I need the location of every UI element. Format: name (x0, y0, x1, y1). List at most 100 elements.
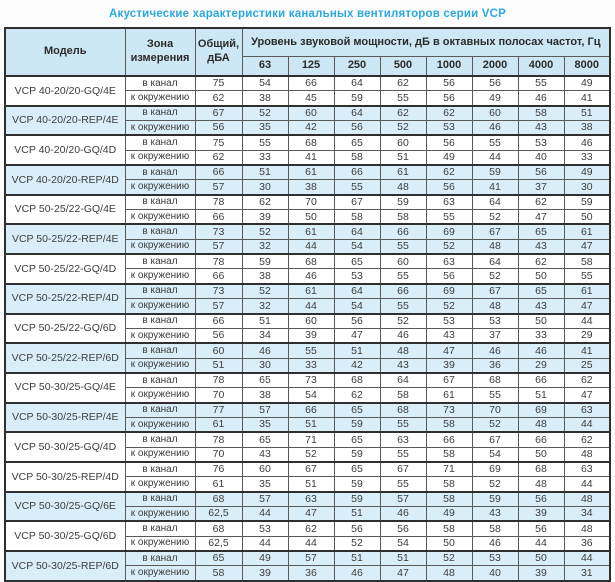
total-dba-value: 56 (194, 120, 243, 136)
spl-value: 67 (471, 431, 519, 448)
spl-value: 47 (563, 298, 611, 314)
total-dba-value: 61 (194, 476, 243, 493)
total-dba-value: 78 (194, 431, 243, 448)
spl-value: 49 (425, 505, 473, 522)
spl-value: 46 (379, 505, 427, 522)
model-name: VCP 50-30/25-GQ/6E (4, 490, 126, 522)
spl-value: 50 (287, 209, 335, 225)
spl-value: 53 (425, 120, 473, 136)
spl-value: 43 (517, 238, 565, 255)
spl-value: 71 (287, 431, 335, 448)
table-row: к окружению 57 32 44 54 55 52 48 43 47 (5, 238, 611, 255)
spl-value: 29 (517, 357, 565, 374)
spl-value: 65 (517, 282, 565, 300)
spl-value: 60 (379, 253, 427, 270)
page-title: Акустические характеристики канальных ве… (108, 8, 507, 20)
spl-value: 58 (333, 209, 381, 225)
spl-value: 50 (563, 209, 611, 225)
spl-value: 57 (241, 490, 289, 507)
model-name: VCP 40-20/20-GQ/4D (4, 134, 126, 166)
spl-value: 55 (333, 179, 381, 196)
table-row: к окружению 57 30 38 55 48 56 41 37 30 (5, 179, 611, 196)
total-dba-value: 62,5 (194, 505, 243, 522)
spl-value: 41 (471, 179, 519, 196)
model-name: VCP 50-30/25-GQ/4D (4, 431, 126, 463)
total-dba-value: 70 (194, 387, 243, 404)
table-row: VCP 50-30/25-REP/4D в канал 76 60 67 65 67 71 69… (4, 460, 611, 493)
spl-value: 65 (517, 223, 565, 240)
spl-value: 30 (563, 179, 611, 196)
spl-value: 53 (241, 520, 289, 537)
spl-value: 69 (425, 223, 473, 240)
zone-label: в канал (124, 134, 196, 151)
spl-value: 60 (287, 312, 335, 329)
model-name: VCP 50-25/22-GQ/6D (4, 312, 126, 344)
spl-value: 45 (287, 90, 335, 107)
spl-value: 63 (563, 460, 611, 478)
spl-value: 62 (379, 104, 427, 122)
spl-value: 60 (287, 104, 335, 122)
spl-value: 57 (379, 490, 427, 507)
spl-value: 73 (425, 401, 473, 418)
spl-value: 68 (379, 401, 427, 418)
spl-value: 56 (517, 490, 565, 507)
model-name: VCP 50-25/22-GQ/4E (4, 193, 126, 225)
spl-value: 60 (379, 134, 427, 151)
table-row: VCP 50-30/25-GQ/4D в канал 78 65 71 65 63 66 67 6… (4, 431, 611, 463)
spl-value: 56 (333, 520, 381, 537)
zone-label: к окружению (124, 416, 196, 433)
spl-value: 52 (425, 298, 473, 314)
col-header-total-dba: Общий, дБА (194, 27, 243, 77)
spl-value: 53 (517, 134, 565, 151)
spl-value: 46 (563, 134, 611, 151)
spl-value: 61 (379, 164, 427, 181)
header-row-main: Модель Зона измерения Общий, дБА Уровень… (4, 27, 611, 77)
spl-value: 49 (471, 90, 519, 107)
spl-value: 36 (287, 565, 335, 582)
zone-label: в канал (124, 282, 196, 300)
freq-header-125: 125 (287, 56, 335, 77)
spl-value: 58 (471, 520, 519, 537)
zone-label: в канал (124, 490, 196, 507)
spl-value: 54 (287, 387, 335, 404)
spl-value: 32 (241, 298, 289, 314)
spl-value: 36 (563, 535, 611, 552)
spl-value: 59 (241, 253, 289, 270)
table-row: VCP 50-30/25-REP/6D в канал 65 49 57 51 51 52 53… (4, 550, 611, 582)
spl-value: 59 (333, 416, 381, 433)
total-dba-value: 62,5 (194, 535, 243, 552)
spl-value: 57 (241, 401, 289, 418)
spl-value: 51 (563, 104, 611, 122)
spl-value: 68 (517, 460, 565, 478)
model-name: VCP 40-20/20-REP/4E (4, 104, 126, 136)
spl-value: 64 (333, 223, 381, 240)
spl-value: 39 (517, 505, 565, 522)
spl-value: 50 (517, 550, 565, 567)
spl-value: 56 (379, 520, 427, 537)
spl-value: 62 (517, 253, 565, 270)
spl-value: 41 (287, 149, 335, 166)
spl-value: 52 (241, 223, 289, 240)
table-row: VCP 50-25/22-GQ/6D в канал 66 51 60 56 52 53 53 5… (4, 312, 611, 344)
spl-value: 54 (379, 535, 427, 552)
spl-value: 48 (563, 446, 611, 463)
spl-value: 47 (379, 565, 427, 582)
zone-label: в канал (124, 401, 196, 418)
table-row: к окружению 62 33 41 58 51 49 44 40 33 (5, 149, 611, 166)
spl-value: 50 (517, 268, 565, 285)
spl-value: 58 (563, 253, 611, 270)
total-dba-value: 62 (194, 149, 243, 166)
table-row: VCP 50-25/22-REP/4D в канал 73 52 61 64 66 69 67… (4, 282, 611, 314)
spl-value: 48 (563, 520, 611, 537)
spl-value: 43 (379, 357, 427, 374)
spl-value: 62 (563, 431, 611, 448)
spl-value: 59 (333, 490, 381, 507)
spl-value: 56 (517, 164, 565, 181)
zone-label: к окружению (124, 149, 196, 166)
model-name: VCP 50-30/25-REP/6D (4, 550, 126, 582)
spl-value: 49 (241, 550, 289, 567)
total-dba-value: 66 (194, 268, 243, 285)
zone-label: в канал (124, 371, 196, 389)
spl-value: 52 (333, 535, 381, 552)
spl-value: 57 (287, 550, 335, 567)
